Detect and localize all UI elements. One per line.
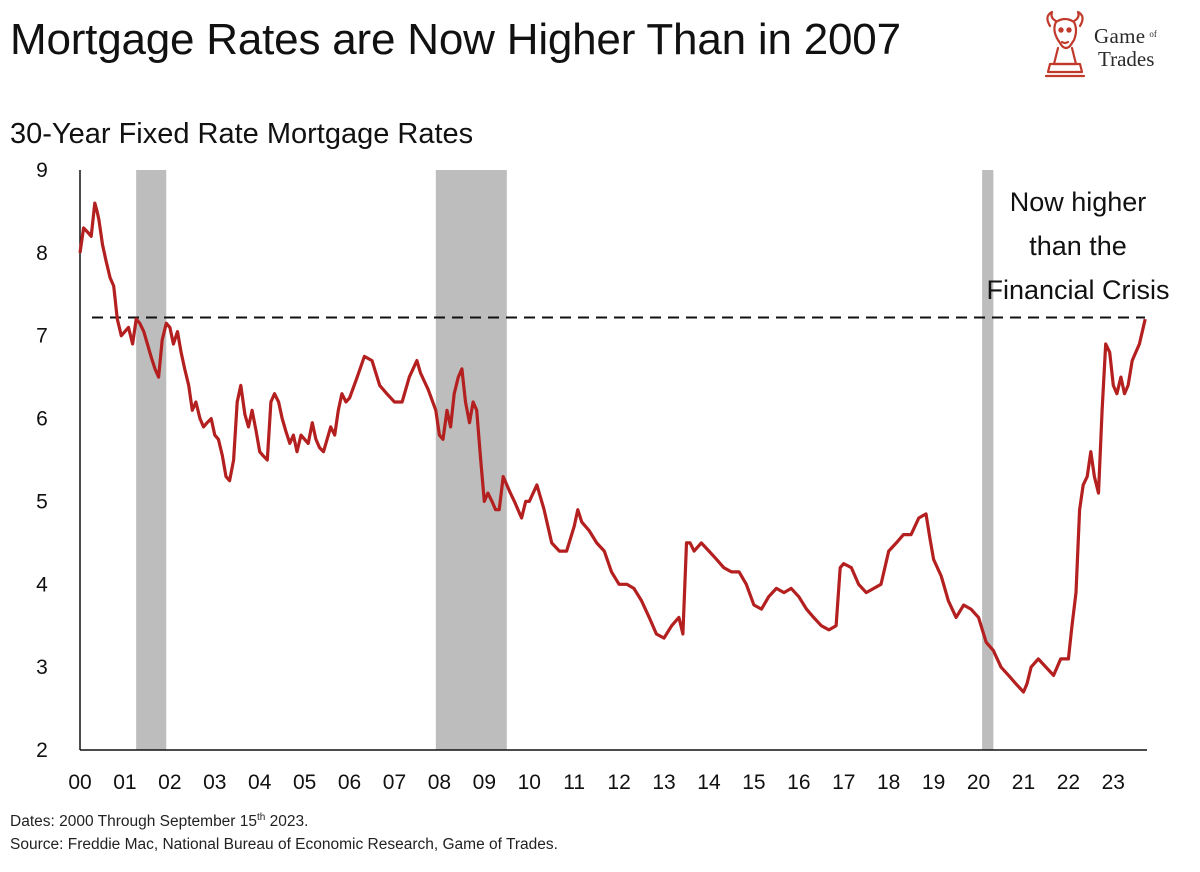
x-tick-label-22: 22 [1057, 771, 1080, 794]
y-tick-label-9: 9 [36, 159, 48, 182]
y-tick-label-4: 4 [36, 573, 48, 596]
recession-band-3 [982, 170, 994, 750]
x-tick-label-09: 09 [473, 771, 496, 794]
annotation-line-1: Now higher [1010, 187, 1147, 217]
y-tick-label-2: 2 [36, 739, 48, 762]
annotation-line-2: than the [1029, 231, 1127, 261]
x-tick-label-13: 13 [652, 771, 675, 794]
x-tick-label-08: 08 [428, 771, 451, 794]
x-tick-label-07: 07 [383, 771, 406, 794]
dates-note-sup: th [257, 812, 266, 823]
annotation-line-3: Financial Crisis [986, 275, 1169, 305]
x-tick-label-21: 21 [1012, 771, 1035, 794]
x-tick-label-12: 12 [607, 771, 630, 794]
x-tick-label-17: 17 [832, 771, 855, 794]
chess-knight-bull-icon [1044, 10, 1086, 78]
x-tick-label-16: 16 [787, 771, 810, 794]
logo-word-game: Game [1094, 24, 1146, 48]
x-tick-label-14: 14 [697, 771, 721, 794]
logo-word-of: of [1149, 29, 1157, 39]
x-tick-label-11: 11 [563, 771, 585, 794]
logo-word-trades: Trades [1098, 47, 1155, 71]
x-tick-label-01: 01 [113, 771, 136, 794]
chart-subtitle: 30-Year Fixed Rate Mortgage Rates [10, 118, 474, 150]
chart-footer: Dates: 2000 Through September 15th 2023.… [10, 806, 558, 856]
y-tick-label-8: 8 [36, 242, 48, 265]
x-tick-label-05: 05 [293, 771, 316, 794]
x-tick-label-06: 06 [338, 771, 361, 794]
dates-note-text: Dates: 2000 Through September 15 [10, 813, 258, 831]
y-tick-labels: 2 3 4 5 6 7 8 9 [36, 159, 48, 762]
dates-note-suffix: 2023. [265, 813, 309, 831]
x-tick-label-18: 18 [877, 771, 900, 794]
x-tick-label-19: 19 [922, 771, 945, 794]
chart-title: Mortgage Rates are Now Higher Than in 20… [10, 15, 901, 64]
x-tick-label-20: 20 [967, 771, 990, 794]
x-tick-label-03: 03 [203, 771, 226, 794]
source-note: Source: Freddie Mac, National Bureau of … [10, 836, 558, 854]
x-tick-label-00: 00 [68, 771, 91, 794]
x-tick-label-02: 02 [158, 771, 181, 794]
series-line-30yr-fixed [78, 201, 1147, 694]
x-tick-label-23: 23 [1102, 771, 1125, 794]
y-tick-label-3: 3 [36, 656, 48, 679]
dates-note: Dates: 2000 Through September 15th 2023. [10, 806, 558, 833]
chart-axes [79, 170, 1147, 751]
x-tick-label-15: 15 [742, 771, 765, 794]
y-tick-label-7: 7 [36, 325, 48, 348]
recession-band-1 [136, 170, 167, 750]
x-tick-labels: 00 01 02 03 04 05 06 07 08 09 10 11 12 13 14 15 16 17 18 19… [68, 771, 1125, 794]
y-tick-label-5: 5 [36, 490, 48, 513]
game-of-trades-logo: Game of Trades [1036, 6, 1196, 86]
x-tick-label-04: 04 [248, 771, 272, 794]
y-tick-label-6: 6 [36, 408, 48, 431]
recession-bands [136, 170, 994, 750]
recession-band-2 [435, 170, 507, 750]
x-tick-label-10: 10 [518, 771, 541, 794]
